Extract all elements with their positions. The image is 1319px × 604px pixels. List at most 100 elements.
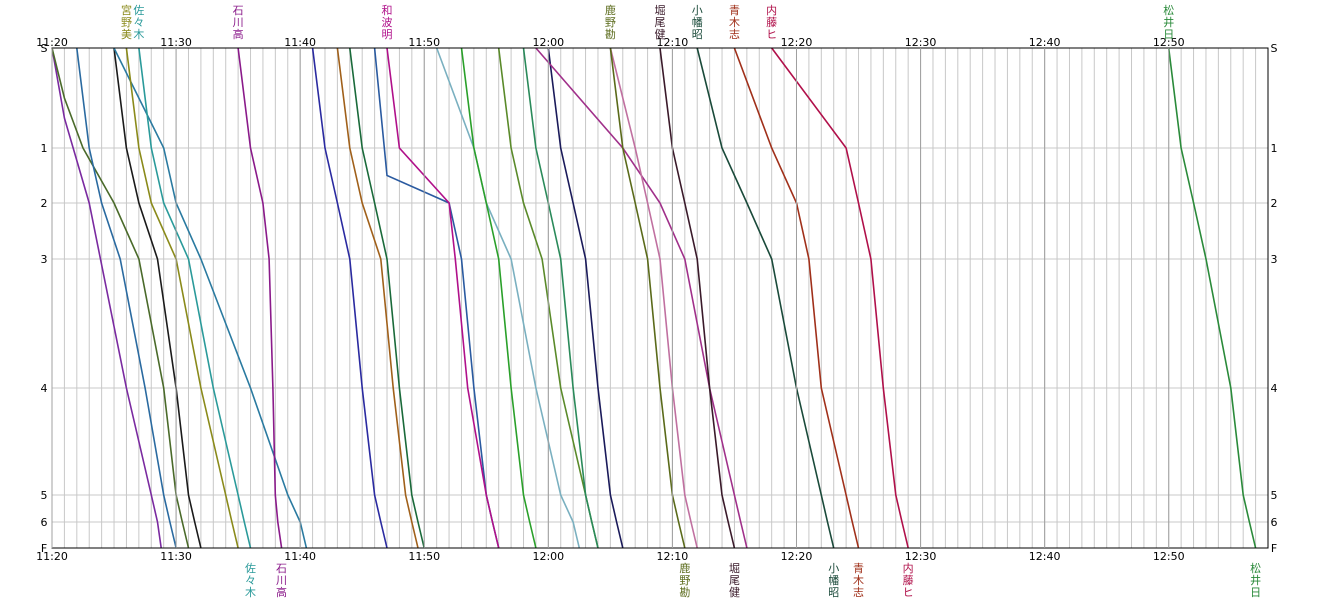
runner-name-char: 木: [729, 16, 740, 29]
runner-name-char: 木: [853, 574, 864, 587]
x-tick-label-bottom: 11:20: [36, 550, 68, 563]
series-line: [125, 47, 239, 549]
series-line: [386, 47, 500, 549]
runner-name-char: 堀: [655, 4, 666, 17]
runner-name-char: 高: [233, 27, 244, 41]
runner-name-char: 高: [276, 585, 287, 599]
runner-name-char: 佐: [245, 561, 256, 575]
runner-name-char: 川: [276, 574, 287, 587]
series-line: [547, 47, 624, 549]
runner-name-char: 々: [133, 16, 144, 29]
runner-name-char: 幡: [828, 573, 839, 587]
runner-name-char: 日: [1250, 586, 1261, 599]
y-tick-label-left: 6: [41, 516, 48, 529]
runner-name-char: 健: [729, 586, 740, 599]
y-tick-label-left: 5: [41, 489, 48, 502]
runner-name-char: 石: [276, 562, 287, 575]
runner-name-char: 宮: [121, 3, 132, 17]
runner-name-char: 井: [1250, 573, 1261, 587]
x-tick-label-bottom: 11:50: [408, 550, 440, 563]
runner-name-char: 々: [245, 574, 256, 587]
runner-name-char: 和: [382, 4, 393, 17]
runner-name-char: 野: [679, 574, 690, 587]
series-line: [113, 47, 308, 549]
runner-name-char: 志: [729, 28, 740, 41]
x-tick-label-top: 12:20: [781, 36, 813, 49]
label-layer: 石川高和波明佐々木宮野美鹿野勘堀尾健小幡昭青木志内藤ヒ松井日石川高佐々木鹿野勘堀…: [121, 3, 1261, 599]
runner-name-char: ヒ: [903, 586, 914, 599]
runner-name-char: 小: [692, 4, 703, 17]
series-line: [460, 47, 537, 549]
tick-layer: 11:20 11:20 11:30 11:30 11:40 11:40 11:50 11:50…: [36, 36, 1277, 563]
series-line: [237, 47, 283, 549]
y-tick-label-left: 4: [41, 382, 48, 395]
runner-name-char: 尾: [729, 574, 740, 587]
series-line: [771, 47, 909, 549]
series-line: [349, 47, 425, 549]
runner-name-char: 勘: [605, 28, 616, 41]
runner-name-char: 昭: [692, 28, 703, 41]
x-tick-label-top: 12:00: [532, 36, 564, 49]
runner-name-char: 青: [729, 4, 740, 17]
x-tick-label-bottom: 11:30: [160, 550, 192, 563]
runner-name-char: 小: [828, 562, 839, 575]
series-line: [76, 47, 177, 549]
series-line: [609, 47, 686, 549]
x-tick-label-top: 11:40: [284, 36, 316, 49]
runner-name-char: 青: [853, 562, 864, 575]
y-tick-label-right: S: [1271, 42, 1278, 55]
runner-name-char: 佐: [133, 3, 144, 17]
runner-name-char: 松: [1163, 3, 1174, 17]
runner-name-char: 野: [605, 16, 616, 29]
runner-name-char: 勘: [679, 586, 690, 599]
series-line: [51, 47, 190, 549]
series-line: [522, 47, 599, 549]
series-line: [609, 47, 698, 549]
y-tick-label-left: S: [41, 42, 48, 55]
x-tick-label-top: 12:40: [1029, 36, 1061, 49]
runner-name-char: 松: [1250, 561, 1261, 575]
series-line: [311, 47, 388, 549]
x-tick-label-top: 12:30: [905, 36, 937, 49]
runner-name-char: 藤: [903, 574, 914, 587]
runner-name-char: 堀: [729, 562, 740, 575]
y-tick-label-right: 1: [1271, 142, 1278, 155]
series-line: [1167, 47, 1257, 549]
x-tick-label-top: 12:10: [657, 36, 689, 49]
x-tick-label-bottom: 12:40: [1029, 550, 1061, 563]
y-tick-label-right: F: [1271, 542, 1277, 555]
grid-layer: [51, 48, 1269, 548]
runner-name-char: 鹿: [605, 3, 616, 17]
runner-name-char: 昭: [828, 586, 839, 599]
x-tick-label-bottom: 12:10: [657, 550, 689, 563]
y-tick-label-right: 6: [1271, 516, 1278, 529]
x-tick-label-top: 11:50: [408, 36, 440, 49]
y-tick-label-left: 2: [41, 197, 48, 210]
series-line: [535, 47, 748, 549]
series-line: [51, 47, 162, 549]
x-tick-label-top: 11:20: [36, 36, 68, 49]
y-tick-label-right: 5: [1271, 489, 1278, 502]
x-tick-label-bottom: 12:30: [905, 550, 937, 563]
runner-name-char: 明: [382, 28, 393, 41]
x-tick-label-top: 11:30: [160, 36, 192, 49]
y-tick-label-left: 3: [41, 253, 48, 266]
series-line: [113, 47, 202, 549]
runner-name-char: 尾: [655, 16, 666, 29]
runner-name-char: 藤: [766, 16, 777, 29]
runner-name-char: 内: [766, 3, 777, 17]
runner-name-char: 川: [233, 16, 244, 29]
y-tick-label-right: 4: [1271, 382, 1278, 395]
runner-name-char: ヒ: [766, 28, 777, 41]
runner-name-char: 石: [233, 4, 244, 17]
y-tick-label-left: F: [41, 542, 47, 555]
series-line: [696, 47, 835, 549]
series-line: [733, 47, 860, 549]
runner-name-char: 木: [133, 28, 144, 41]
runner-name-char: 内: [903, 561, 914, 575]
x-tick-label-bottom: 12:50: [1153, 550, 1185, 563]
runner-name-char: 波: [382, 16, 393, 29]
runner-name-char: 木: [245, 586, 256, 599]
